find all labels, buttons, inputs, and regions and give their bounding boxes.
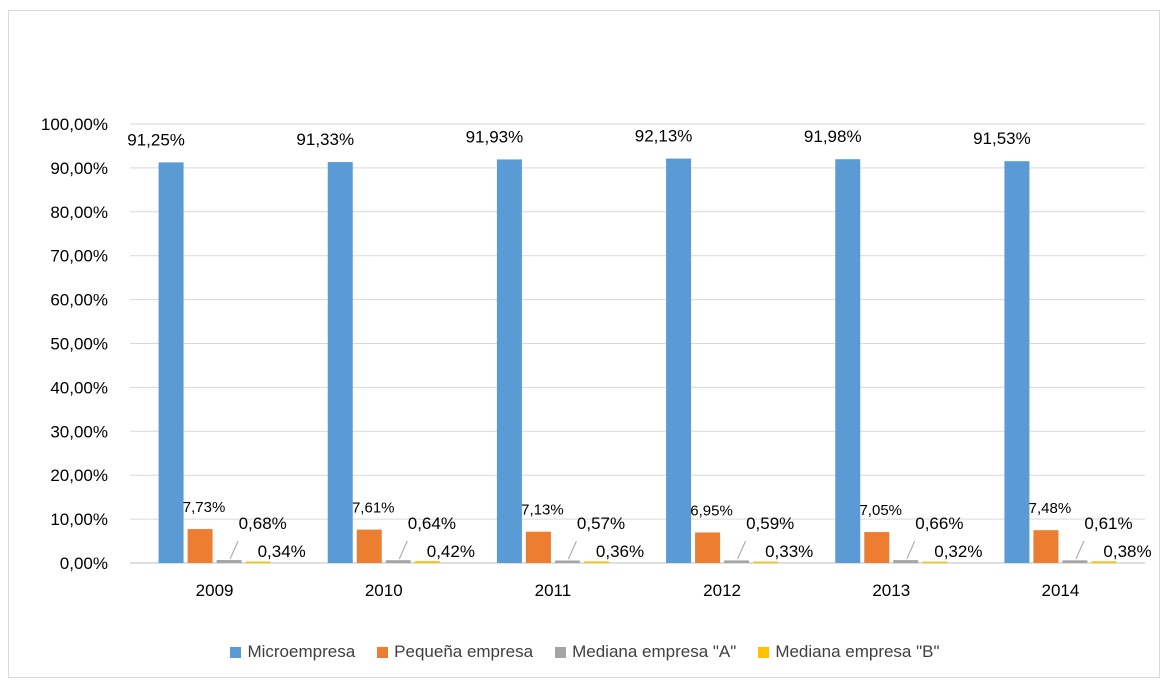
legend-item-pequena-empresa: Pequeña empresa — [377, 642, 533, 662]
legend-swatch — [230, 646, 242, 658]
y-tick-label: 90,00% — [50, 159, 108, 178]
legend-swatch — [555, 646, 567, 658]
bar — [414, 561, 440, 563]
bar — [1091, 561, 1117, 563]
y-tick-label: 50,00% — [50, 335, 108, 354]
x-tick-label: 2012 — [703, 581, 741, 600]
bar — [385, 560, 411, 563]
y-tick-label: 100,00% — [41, 115, 108, 134]
data-label: 0,59% — [746, 514, 794, 533]
legend-swatch — [758, 646, 770, 658]
x-tick-label: 2014 — [1042, 581, 1080, 600]
data-labels: 91,25% 7,73% 0,68% 0,34% 91,33% 7,61% 0,64% 0,4… — [127, 127, 1151, 561]
data-label: 91,33% — [296, 130, 354, 149]
bar — [1004, 161, 1030, 564]
bar — [327, 162, 353, 564]
legend-item-mediana-a: Mediana empresa "A" — [555, 642, 736, 662]
y-tick-label: 40,00% — [50, 378, 108, 397]
bar — [356, 529, 382, 563]
legend-label: Mediana empresa "A" — [572, 642, 737, 661]
leader-line — [1075, 540, 1085, 560]
y-tick-label: 70,00% — [50, 247, 108, 266]
bar — [583, 561, 609, 563]
gridlines — [130, 123, 1145, 564]
data-label: 0,36% — [596, 542, 644, 561]
x-tick-label: 2010 — [365, 581, 403, 600]
data-label: 92,13% — [635, 127, 693, 146]
x-tick-label: 2009 — [196, 581, 234, 600]
bar — [1062, 560, 1088, 563]
data-label: 0,33% — [765, 542, 813, 561]
legend: Microempresa Pequeña empresa Mediana emp… — [0, 642, 1170, 662]
data-label: 0,38% — [1103, 542, 1151, 561]
bar — [216, 560, 242, 563]
bar — [187, 529, 213, 563]
data-label: 91,98% — [804, 127, 862, 146]
legend-label: Pequeña empresa — [394, 642, 534, 661]
y-tick-label: 80,00% — [50, 203, 108, 222]
y-tick-label: 60,00% — [50, 291, 108, 310]
data-label: 0,57% — [577, 514, 625, 533]
legend-label: Microempresa — [247, 642, 356, 661]
data-label: 0,66% — [915, 514, 963, 533]
bar — [1033, 530, 1059, 563]
y-tick-label: 30,00% — [50, 422, 108, 441]
y-tick-label: 0,00% — [60, 554, 108, 573]
leader-line — [567, 540, 577, 560]
y-tick-label: 10,00% — [50, 510, 108, 529]
bar — [893, 560, 919, 563]
legend-swatch — [377, 646, 389, 658]
data-label: 0,68% — [239, 514, 287, 533]
y-axis: 0,00% 10,00% 20,00% 30,00% 40,00% 50,00% 60,00… — [41, 115, 108, 573]
x-tick-label: 2011 — [535, 581, 572, 600]
leader-line — [906, 540, 916, 560]
data-label: 0,64% — [408, 514, 456, 533]
bar — [724, 560, 750, 563]
data-label: 7,61% — [352, 500, 395, 517]
leader-line — [737, 540, 747, 560]
bar — [554, 560, 580, 563]
leader-line — [229, 540, 239, 560]
legend-item-microempresa: Microempresa — [230, 642, 355, 662]
bar — [864, 532, 890, 563]
bar — [666, 158, 692, 563]
legend-label: Mediana empresa "B" — [775, 642, 940, 661]
data-label: 7,05% — [859, 502, 902, 519]
data-label: 0,34% — [258, 542, 306, 561]
data-label: 7,48% — [1029, 500, 1072, 517]
data-label: 0,32% — [934, 542, 982, 561]
data-label: 7,73% — [183, 499, 226, 516]
data-label: 91,93% — [466, 127, 524, 146]
data-label: 6,95% — [690, 502, 733, 519]
data-label: 0,42% — [427, 542, 475, 561]
data-label: 91,25% — [127, 130, 185, 149]
data-label: 0,61% — [1084, 514, 1132, 533]
bars — [158, 158, 1117, 564]
x-tick-label: 2013 — [872, 581, 910, 600]
x-axis: 2009 2010 2011 2012 2013 2014 — [196, 581, 1080, 600]
data-label: 91,53% — [973, 129, 1031, 148]
bar — [695, 532, 721, 563]
bar — [753, 561, 779, 563]
bar — [525, 531, 551, 563]
bar — [835, 159, 861, 563]
bar — [496, 159, 522, 563]
bar — [245, 561, 271, 563]
bar — [922, 561, 948, 563]
y-tick-label: 20,00% — [50, 466, 108, 485]
legend-item-mediana-b: Mediana empresa "B" — [758, 642, 940, 662]
leader-line — [398, 540, 408, 560]
bar — [158, 162, 184, 563]
data-label: 7,13% — [521, 502, 564, 519]
